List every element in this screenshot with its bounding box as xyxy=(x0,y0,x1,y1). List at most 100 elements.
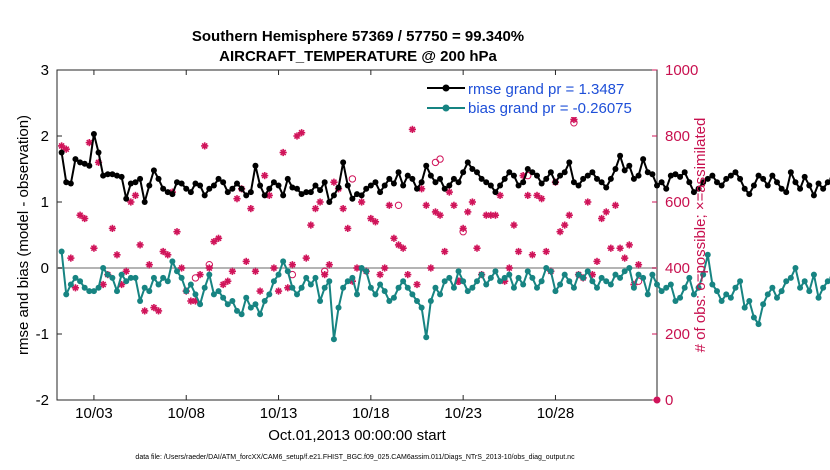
bias-data-point xyxy=(769,284,776,291)
chart-subtitle: AIRCRAFT_TEMPERATURE @ 200 hPa xyxy=(219,48,497,65)
obs-assimilated-marker xyxy=(510,221,518,229)
obs-assimilated-marker xyxy=(358,198,366,206)
rmse-data-point xyxy=(404,172,411,179)
bias-data-point xyxy=(663,284,670,291)
bias-data-point xyxy=(137,298,144,304)
obs-assimilated-marker xyxy=(524,191,532,199)
obs-marker-stroke xyxy=(427,264,434,272)
bias-data-point xyxy=(746,298,753,304)
rmse-data-point xyxy=(363,185,370,192)
rmse-data-point xyxy=(580,175,587,182)
bias-data-point xyxy=(284,268,291,275)
bias-data-point xyxy=(543,265,550,271)
rmse-data-point xyxy=(520,179,527,186)
rmse-data-point xyxy=(792,179,799,186)
x-tick-label: 10/23 xyxy=(444,405,482,422)
bias-data-point xyxy=(635,271,642,278)
rmse-data-point xyxy=(114,172,120,179)
obs-assimilated-marker xyxy=(413,280,421,289)
obs-assimilated-marker xyxy=(616,244,624,252)
obs-assimilated-marker xyxy=(634,261,643,269)
right-axis-ticks: 0 200 400 600 800 1000 xyxy=(652,62,698,409)
obs-assimilated-marker xyxy=(224,277,232,285)
rmse-data-point xyxy=(307,189,314,196)
bias-data-point xyxy=(77,278,84,285)
rmse-data-point xyxy=(344,182,351,189)
rmse-data-point xyxy=(783,189,790,196)
bias-data-point xyxy=(810,271,817,278)
obs-assimilated-marker xyxy=(210,238,218,246)
bias-data-point xyxy=(303,274,310,281)
y-tick-label: -2 xyxy=(36,392,49,409)
rmse-data-point xyxy=(515,182,522,189)
obs-marker-stroke xyxy=(418,185,425,192)
rmse-data-point xyxy=(284,175,291,182)
rmse-data-point xyxy=(538,180,545,187)
obs-marker-stroke xyxy=(173,228,181,235)
obs-marker-stroke xyxy=(321,271,328,278)
right-y-tick-label: 0 xyxy=(665,392,673,409)
obs-marker-stroke xyxy=(520,172,527,179)
right-y-tick-label: 600 xyxy=(665,194,690,211)
bias-data-point xyxy=(86,288,93,295)
rmse-data-point xyxy=(778,185,785,192)
bias-data-point xyxy=(367,284,374,291)
rmse-data-point xyxy=(367,182,374,189)
bias-data-point xyxy=(529,274,536,281)
obs-marker-stroke xyxy=(460,225,467,232)
rmse-data-point xyxy=(635,172,642,179)
bias-data-point xyxy=(727,294,734,301)
bias-data-point xyxy=(81,284,88,291)
bias-data-point xyxy=(381,288,388,295)
bias-data-point xyxy=(478,271,485,278)
obs-marker-stroke xyxy=(464,208,471,215)
bias-data-point xyxy=(677,294,684,301)
rmse-data-point xyxy=(737,175,744,182)
obs-assimilated-marker xyxy=(431,208,440,216)
bias-data-point xyxy=(547,268,554,275)
bias-data-point xyxy=(760,301,767,308)
rmse-data-point xyxy=(810,192,817,199)
obs-marker-stroke xyxy=(307,222,314,229)
rmse-data-point xyxy=(266,185,273,192)
bias-data-point xyxy=(667,281,674,288)
rmse-data-point xyxy=(723,175,730,182)
rmse-data-point xyxy=(764,182,771,189)
obs-possible-marker xyxy=(348,175,357,183)
rmse-data-point xyxy=(220,179,227,186)
rmse-data-point xyxy=(414,185,420,192)
obs-assimilated-marker xyxy=(445,188,453,196)
obs-assimilated-marker xyxy=(145,261,153,269)
obs-marker-stroke xyxy=(381,264,388,272)
obs-assimilated-marker xyxy=(565,211,573,219)
obs-marker-stroke xyxy=(496,192,504,199)
obs-marker-stroke xyxy=(607,245,614,252)
rmse-data-point xyxy=(506,169,513,176)
obs-assimilated-marker xyxy=(214,234,223,242)
rmse-data-point xyxy=(132,179,139,186)
bias-data-point xyxy=(718,298,725,304)
y-axis-label: rmse and bias (model - observation) xyxy=(15,115,32,355)
rmse-data-point xyxy=(77,159,84,166)
obs-assimilated-marker xyxy=(570,115,578,124)
rmse-data-point xyxy=(289,184,296,191)
bias-data-point xyxy=(515,274,522,281)
obs-assimilated-marker xyxy=(491,211,500,219)
obs-assimilated-marker xyxy=(76,211,84,219)
left-axis-ticks: -2 -1 0 1 2 3 xyxy=(36,62,62,409)
rmse-data-point xyxy=(349,195,356,202)
bias-data-point xyxy=(183,288,190,295)
rmse-data-point xyxy=(474,169,480,176)
obs-marker-stroke xyxy=(487,212,494,219)
obs-possible-marker xyxy=(191,274,200,282)
obs-assimilated-marker xyxy=(381,264,389,272)
obs-assimilated-marker xyxy=(593,257,601,265)
rmse-data-point xyxy=(58,149,65,156)
bias-data-point xyxy=(714,288,720,295)
rmse-data-point xyxy=(326,199,333,205)
rmse-data-point xyxy=(372,179,379,186)
rmse-data-point xyxy=(441,185,448,192)
bias-data-point xyxy=(469,284,476,291)
obs-marker-stroke xyxy=(413,281,421,288)
bias-data-point xyxy=(354,291,360,298)
